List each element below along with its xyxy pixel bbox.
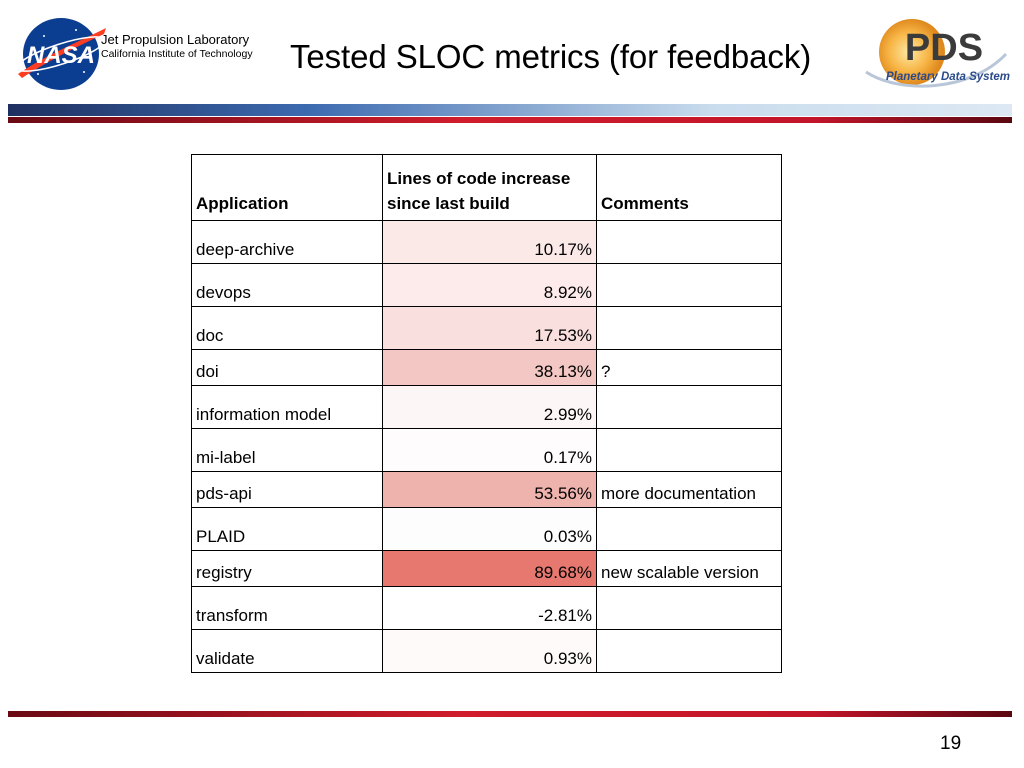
cell-application: devops — [191, 263, 383, 307]
cell-comment: more documentation — [596, 471, 782, 508]
cell-increase: 2.99% — [382, 385, 597, 429]
cell-increase: 0.17% — [382, 428, 597, 472]
jpl-block: Jet Propulsion Laboratory California Ins… — [101, 31, 253, 60]
table-row: registry 89.68% new scalable version — [191, 550, 782, 587]
cell-application: pds-api — [191, 471, 383, 508]
org-subtitle: California Institute of Technology — [101, 48, 253, 60]
cell-application: doc — [191, 306, 383, 350]
table-row: transform -2.81% — [191, 586, 782, 630]
cell-comment: new scalable version — [596, 550, 782, 587]
cell-comment — [596, 507, 782, 551]
page-number: 19 — [940, 733, 962, 754]
cell-application: deep-archive — [191, 220, 383, 264]
cell-comment — [596, 385, 782, 429]
cell-increase: 89.68% — [382, 550, 597, 587]
table-row: pds-api 53.56% more documentation — [191, 471, 782, 508]
nasa-logo: NASA — [16, 18, 106, 90]
org-name: Jet Propulsion Laboratory — [101, 32, 250, 47]
cell-increase: 0.03% — [382, 507, 597, 551]
table-row: information model 2.99% — [191, 385, 782, 429]
cell-comment: ? — [596, 349, 782, 386]
cell-comment — [596, 629, 782, 673]
footer-band-red — [8, 711, 1012, 717]
cell-application: validate — [191, 629, 383, 673]
cell-increase: -2.81% — [382, 586, 597, 630]
cell-application: doi — [191, 349, 383, 386]
cell-comment — [596, 263, 782, 307]
cell-increase: 38.13% — [382, 349, 597, 386]
table-row: PLAID 0.03% — [191, 507, 782, 551]
cell-comment — [596, 586, 782, 630]
cell-comment — [596, 428, 782, 472]
header-application: Application — [191, 154, 383, 221]
cell-increase: 17.53% — [382, 306, 597, 350]
pds-logo-text: PDS — [905, 27, 983, 69]
table-row: mi-label 0.17% — [191, 428, 782, 472]
header-comments: Comments — [596, 154, 782, 221]
cell-application: transform — [191, 586, 383, 630]
pds-logo-subtitle: Planetary Data System — [886, 71, 1010, 83]
header-loc-line1: Lines of code increase — [387, 169, 571, 188]
cell-increase: 8.92% — [382, 263, 597, 307]
cell-comment — [596, 220, 782, 264]
cell-application: mi-label — [191, 428, 383, 472]
header-loc-line2: since last build — [387, 194, 510, 213]
header-band-blue — [8, 104, 1012, 116]
header-loc-increase: Lines of code increase since last build — [382, 154, 597, 221]
sloc-metrics-table: Application Lines of code increase since… — [191, 154, 782, 673]
cell-increase: 53.56% — [382, 471, 597, 508]
table-row: validate 0.93% — [191, 629, 782, 673]
cell-increase: 0.93% — [382, 629, 597, 673]
cell-application: registry — [191, 550, 383, 587]
table-row: deep-archive 10.17% — [191, 220, 782, 264]
cell-application: PLAID — [191, 507, 383, 551]
table-row: doc 17.53% — [191, 306, 782, 350]
table-header-row: Application Lines of code increase since… — [191, 154, 782, 221]
table-row: doi 38.13% ? — [191, 349, 782, 386]
cell-comment — [596, 306, 782, 350]
cell-application: information model — [191, 385, 383, 429]
header-band-red — [8, 117, 1012, 123]
slide-title: Tested SLOC metrics (for feedback) — [290, 38, 812, 75]
cell-increase: 10.17% — [382, 220, 597, 264]
pds-logo: PDS Planetary Data System — [865, 19, 1010, 88]
table-row: devops 8.92% — [191, 263, 782, 307]
